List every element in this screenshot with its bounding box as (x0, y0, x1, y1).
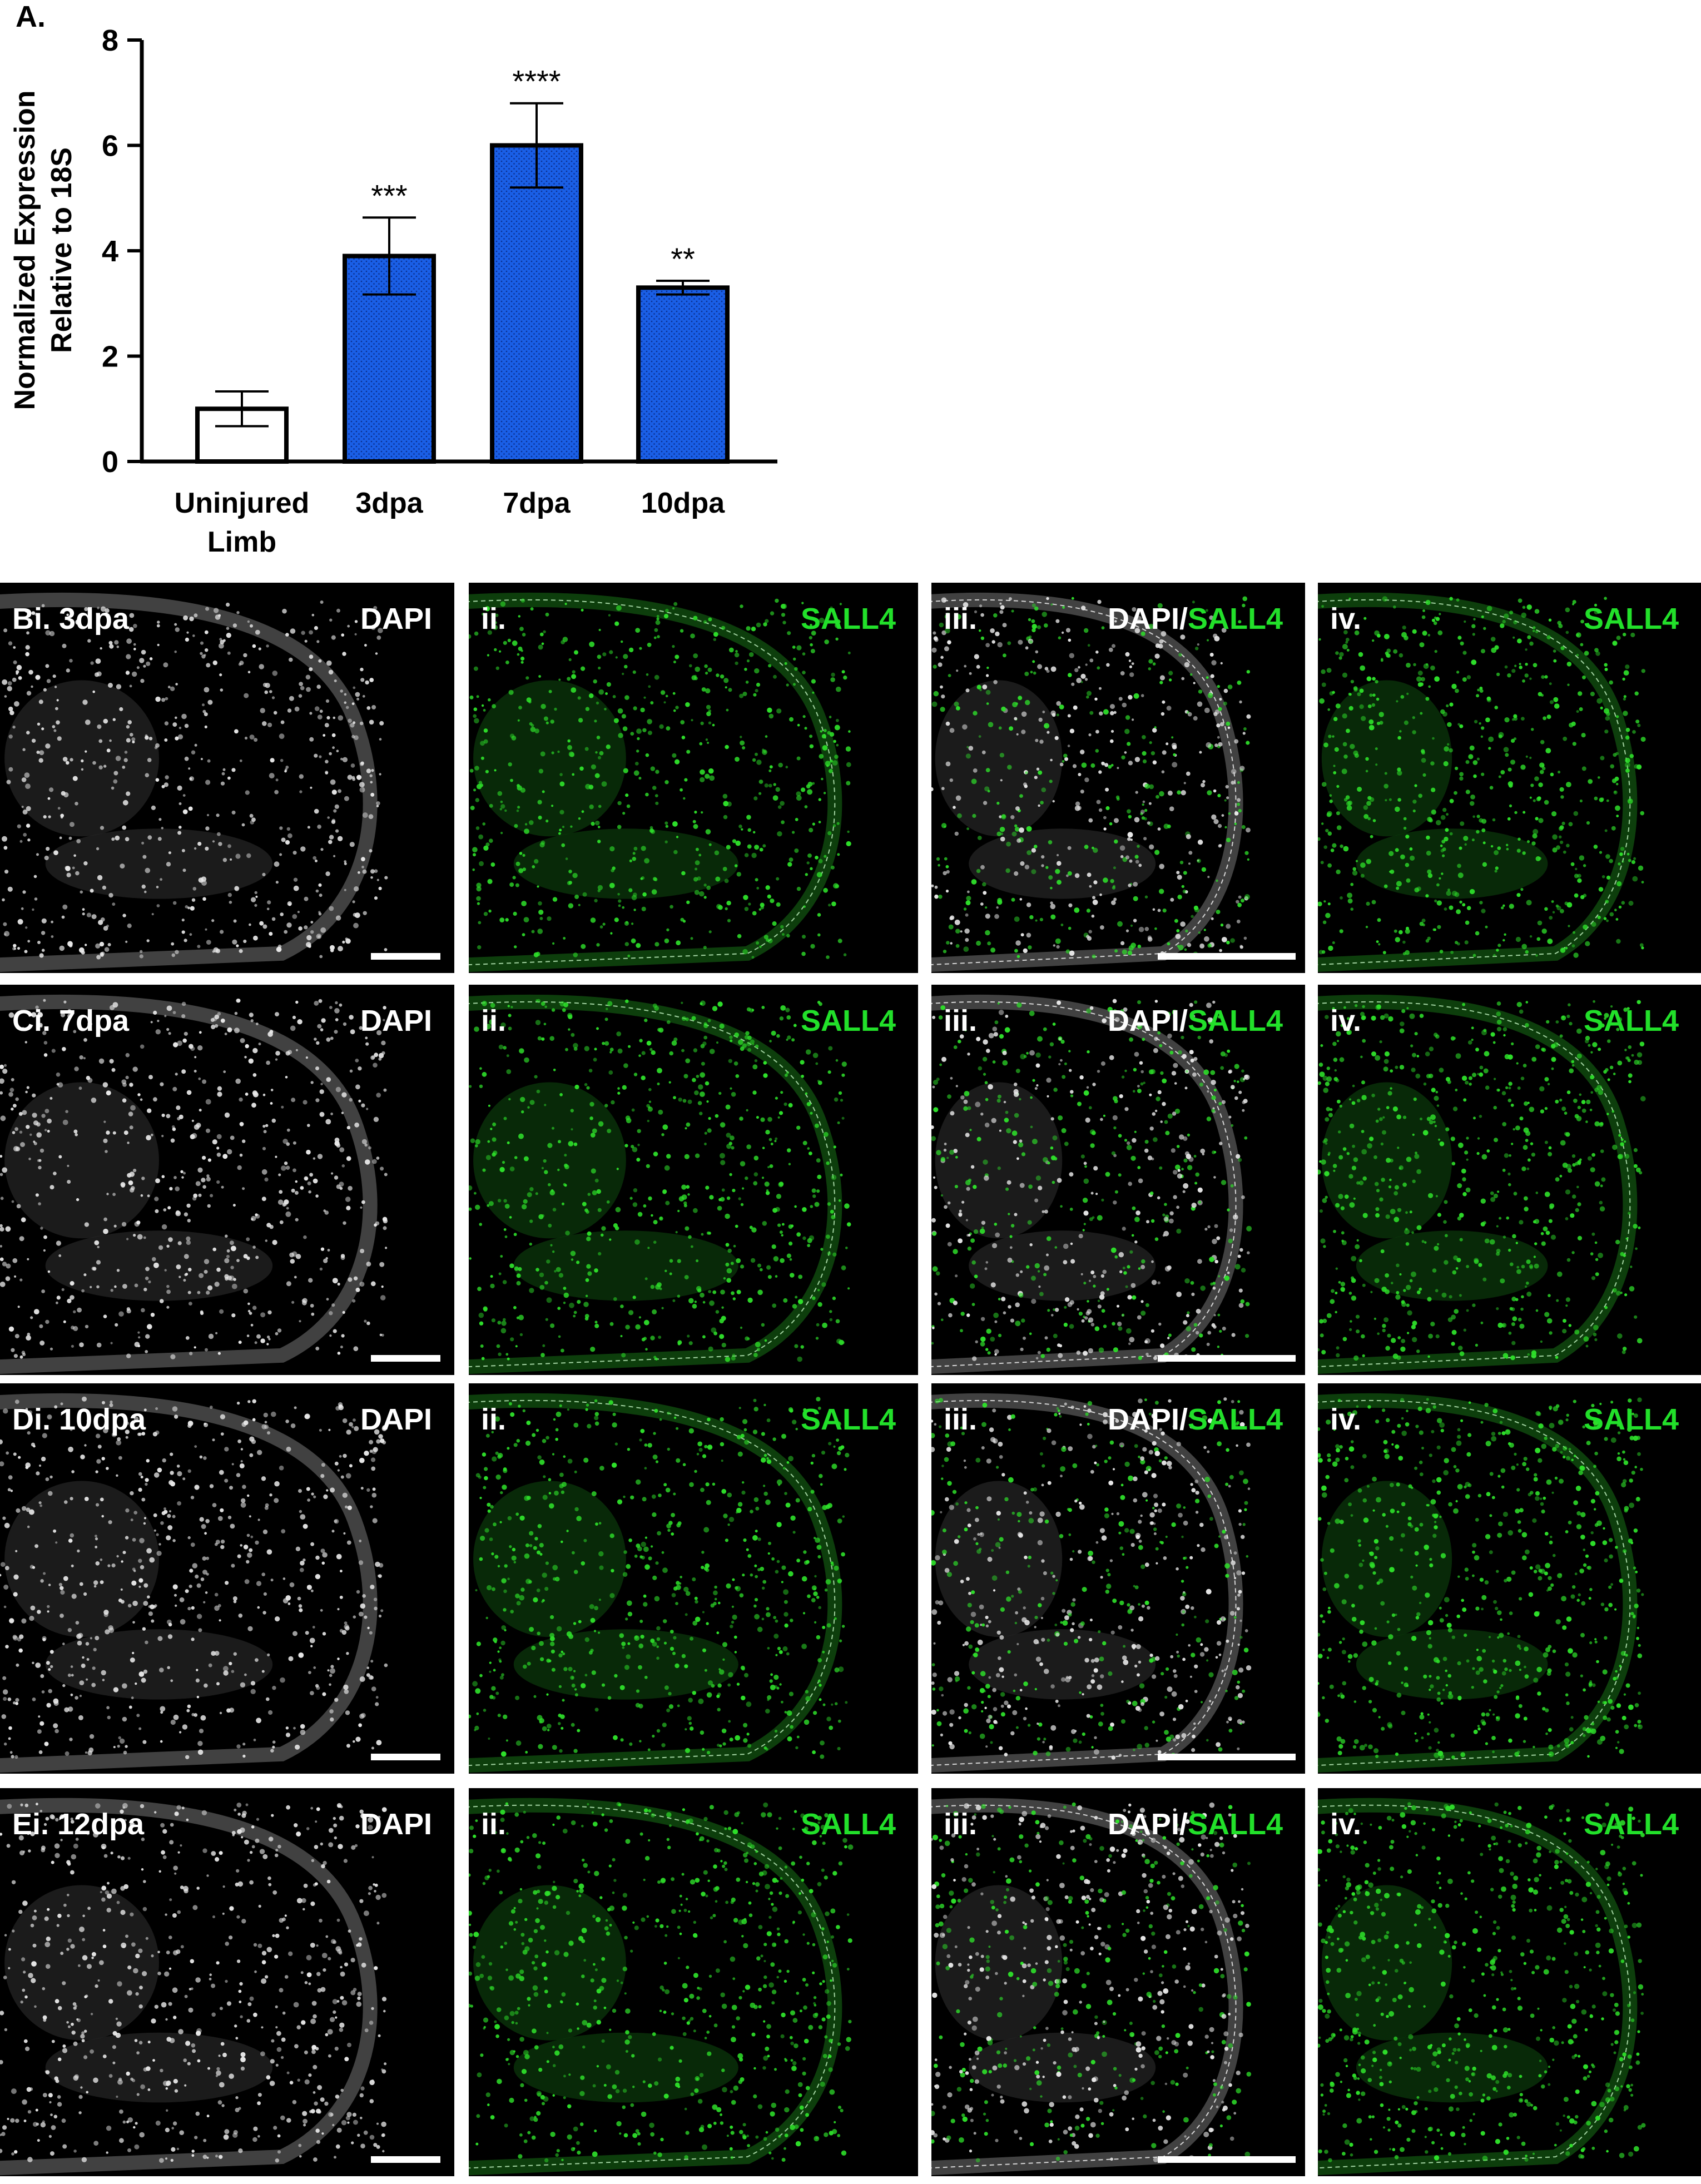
panel-label: iv. (1330, 1403, 1362, 1436)
panel-label: ii. (481, 1004, 507, 1038)
channel-label: SALL4 (1584, 1809, 1679, 1839)
channel-label: DAPI/SALL4 (1108, 1404, 1283, 1435)
image-panel-c-2: ii. SALL4 (469, 985, 918, 1375)
channel-label-sall4: SALL4 (800, 1004, 896, 1038)
channel-label: SALL4 (1584, 1006, 1679, 1036)
y-axis-title-line: Normalized Expression (9, 90, 41, 410)
channel-label-sall4: SALL4 (1187, 602, 1283, 636)
image-panel-d-4: iv. SALL4 (1318, 1383, 1701, 1774)
scale-bar (1158, 1754, 1296, 1760)
channel-label-dapi: DAPI (360, 1403, 432, 1436)
channel-label: SALL4 (1584, 604, 1679, 634)
channel-label-sall4: SALL4 (800, 602, 896, 636)
channel-label-dapi: DAPI/ (1107, 1004, 1188, 1038)
y-tick-label: 0 (102, 445, 118, 479)
channel-label: DAPI (360, 1006, 432, 1036)
panel-label: ii. (481, 1403, 507, 1436)
x-tick-label: Limb (207, 526, 276, 558)
panel-label: iv. (1330, 1004, 1362, 1038)
channel-label-sall4: SALL4 (1583, 602, 1679, 636)
scale-bar (371, 953, 440, 960)
channel-label: DAPI (360, 1809, 432, 1839)
image-panel-e-2: ii. SALL4 (469, 1788, 918, 2176)
panel-label: iii. (944, 1403, 978, 1436)
y-tick-label: 6 (102, 130, 118, 163)
channel-label: SALL4 (801, 604, 896, 634)
significance-marker: **** (512, 64, 561, 99)
scale-bar (1158, 953, 1296, 960)
bar-10dpa (636, 285, 730, 464)
channel-label-dapi: DAPI/ (1107, 602, 1188, 636)
scale-bar (371, 1754, 440, 1760)
channel-label: SALL4 (801, 1809, 896, 1839)
significance-marker: ** (671, 241, 695, 276)
image-panel-e-4: iv. SALL4 (1318, 1788, 1701, 2176)
channel-label: DAPI/SALL4 (1108, 1006, 1283, 1036)
channel-label-dapi: DAPI (360, 1808, 432, 1841)
channel-label-sall4: SALL4 (1187, 1004, 1283, 1038)
microscopy-panel-grid: Bi. 3dpa DAPI ii. SALL4 iii. DAPI/SALL4 iv. SAL… (0, 583, 1701, 2184)
image-panel-d-1: Di. 10dpa DAPI (0, 1383, 454, 1774)
panel-label: ii. (481, 1808, 507, 1841)
y-tick-label: 8 (102, 24, 118, 57)
channel-label-sall4: SALL4 (1583, 1808, 1679, 1841)
channel-label: DAPI/SALL4 (1108, 1809, 1283, 1839)
image-panel-c-4: iv. SALL4 (1318, 985, 1701, 1375)
scale-bar (1158, 2156, 1296, 2163)
panel-a-label: A. (16, 0, 46, 33)
channel-label-sall4: SALL4 (1187, 1808, 1283, 1841)
x-tick-label: Uninjured (175, 487, 310, 519)
panel-label: Bi. 3dpa (12, 602, 130, 636)
scale-bar (371, 2156, 440, 2163)
channel-label-dapi: DAPI (360, 1004, 432, 1038)
scale-bar (371, 1355, 440, 1362)
panel-label: iv. (1330, 602, 1362, 636)
scale-bar (1158, 1355, 1296, 1362)
channel-label-sall4: SALL4 (1583, 1004, 1679, 1038)
y-tick-label: 4 (102, 235, 118, 268)
chart-plot-area: 0 2 4 6 8 Normalized Expression Relative to 18… (9, 24, 777, 558)
y-axis-title-line: Relative to 18S (46, 147, 78, 353)
channel-label-sall4: SALL4 (1187, 1403, 1283, 1436)
x-tick-label: 7dpa (503, 487, 571, 519)
channel-label-sall4: SALL4 (800, 1403, 896, 1436)
expression-bar-chart: A. 0 2 4 6 8 Normalized Expression Relative to… (9, 0, 777, 558)
image-panel-e-1: Ei. 12dpa DAPI (0, 1788, 454, 2176)
panel-label: ii. (481, 602, 507, 636)
panel-label: iii. (944, 1004, 978, 1038)
panel-label: iii. (944, 602, 978, 636)
image-panel-b-4: iv. SALL4 (1318, 583, 1701, 973)
image-panel-d-3: iii. DAPI/SALL4 (931, 1383, 1305, 1774)
y-tick-label: 2 (102, 340, 118, 374)
image-panel-c-3: iii. DAPI/SALL4 (931, 985, 1305, 1375)
panel-label: iv. (1330, 1808, 1362, 1841)
x-tick-label: 3dpa (355, 487, 423, 519)
image-panel-c-1: Ci. 7dpa DAPI (0, 985, 454, 1375)
channel-label: SALL4 (801, 1404, 896, 1435)
image-panel-e-3: iii. DAPI/SALL4 (931, 1788, 1305, 2176)
channel-label-dapi: DAPI/ (1107, 1808, 1188, 1841)
bar-7dpa (490, 143, 583, 464)
channel-label: DAPI (360, 1404, 432, 1435)
image-panel-b-3: iii. DAPI/SALL4 (931, 583, 1305, 973)
channel-label: DAPI/SALL4 (1108, 604, 1283, 634)
channel-label: SALL4 (801, 1006, 896, 1036)
panel-label: Di. 10dpa (12, 1403, 146, 1436)
image-panel-d-2: ii. SALL4 (469, 1383, 918, 1774)
channel-label-sall4: SALL4 (800, 1808, 896, 1841)
channel-label-dapi: DAPI/ (1107, 1403, 1188, 1436)
image-panel-b-1: Bi. 3dpa DAPI (0, 583, 454, 973)
panel-label: iii. (944, 1808, 978, 1841)
channel-label-dapi: DAPI (360, 602, 432, 636)
channel-label: SALL4 (1584, 1404, 1679, 1435)
panel-label: Ei. 12dpa (12, 1808, 145, 1841)
channel-label-sall4: SALL4 (1583, 1403, 1679, 1436)
image-panel-b-2: ii. SALL4 (469, 583, 918, 973)
channel-label: DAPI (360, 604, 432, 634)
x-tick-label: 10dpa (641, 487, 725, 519)
significance-marker: *** (371, 178, 407, 213)
panel-label: Ci. 7dpa (12, 1004, 130, 1038)
